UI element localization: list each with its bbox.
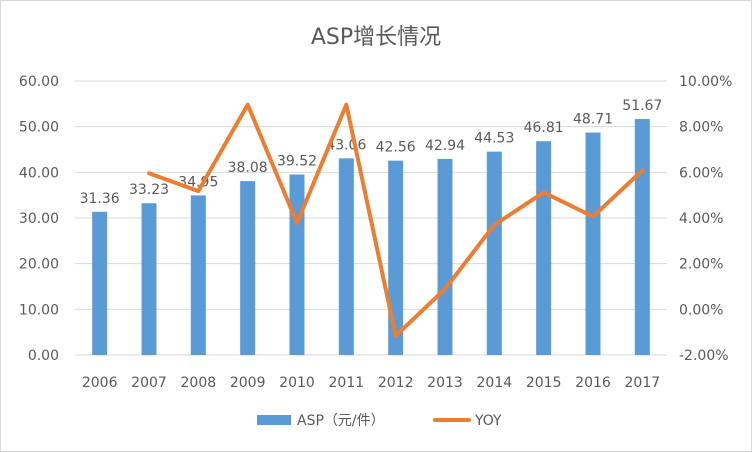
x-tick-label: 2008 — [181, 375, 217, 391]
x-tick-label: 2017 — [625, 375, 661, 391]
right-tick-label: 8.00% — [679, 120, 723, 136]
left-tick-label: 50.00 — [19, 120, 59, 136]
right-tick-label: 10.00% — [679, 74, 732, 90]
bar — [289, 174, 305, 355]
bar-value-label: 39.52 — [277, 154, 317, 170]
bar — [634, 119, 650, 355]
bar-value-label: 42.94 — [425, 138, 465, 154]
x-tick-label: 2009 — [230, 375, 266, 391]
bar-value-label: 46.81 — [524, 120, 564, 136]
line-series — [147, 102, 645, 338]
x-tick-label: 2010 — [279, 375, 315, 391]
bar-value-label: 42.56 — [376, 140, 416, 156]
bar-value-label: 31.36 — [80, 191, 120, 207]
left-axis-ticks: 0.00 10.00 20.00 30.00 40.00 50.00 60.00 — [19, 74, 59, 364]
bar — [141, 203, 157, 355]
bar-value-label: 38.08 — [228, 160, 268, 176]
legend-label-yoy: YOY — [474, 413, 502, 429]
bar — [585, 132, 601, 355]
right-tick-label: 0.00% — [679, 302, 723, 318]
bar-value-label: 48.71 — [573, 112, 613, 128]
bar — [536, 141, 552, 355]
left-tick-label: 30.00 — [19, 211, 59, 227]
left-tick-label: 40.00 — [19, 165, 59, 181]
chart-title: ASP增长情况 — [310, 25, 442, 50]
bar-value-label: 51.67 — [622, 98, 662, 114]
right-tick-label: -2.00% — [679, 348, 729, 364]
bar — [338, 158, 354, 355]
bar — [437, 158, 453, 355]
x-tick-label: 2006 — [82, 375, 118, 391]
bar — [92, 211, 108, 355]
legend-swatch-asp — [257, 415, 291, 425]
legend-label-asp: ASP（元/件） — [297, 413, 385, 429]
x-tick-label: 2013 — [427, 375, 463, 391]
bar — [388, 160, 404, 355]
right-axis-ticks: -2.00% 0.00% 2.00% 4.00% 6.00% 8.00% 10.00% — [679, 74, 732, 364]
right-tick-label: 6.00% — [679, 165, 723, 181]
bar — [486, 151, 502, 355]
x-tick-label: 2015 — [526, 375, 562, 391]
bar — [240, 181, 256, 355]
x-tick-label: 2012 — [378, 375, 414, 391]
right-tick-label: 4.00% — [679, 211, 723, 227]
x-tick-label: 2014 — [477, 375, 513, 391]
legend: ASP（元/件） YOY — [257, 413, 502, 429]
bar — [190, 195, 206, 355]
bar-value-label: 44.53 — [474, 131, 514, 147]
x-tick-label: 2016 — [575, 375, 611, 391]
x-axis-ticks: 2006 2007 2008 2009 2010 2011 2012 2013 2014 2015… — [82, 375, 660, 391]
right-tick-label: 2.00% — [679, 257, 723, 273]
left-tick-label: 20.00 — [19, 257, 59, 273]
bar-value-label: 33.23 — [129, 182, 169, 198]
left-tick-label: 60.00 — [19, 74, 59, 90]
x-tick-label: 2011 — [329, 375, 365, 391]
gridlines — [75, 80, 667, 356]
x-tick-label: 2007 — [131, 375, 167, 391]
left-tick-label: 10.00 — [19, 302, 59, 318]
left-tick-label: 0.00 — [28, 348, 59, 364]
bar-series — [92, 119, 650, 355]
